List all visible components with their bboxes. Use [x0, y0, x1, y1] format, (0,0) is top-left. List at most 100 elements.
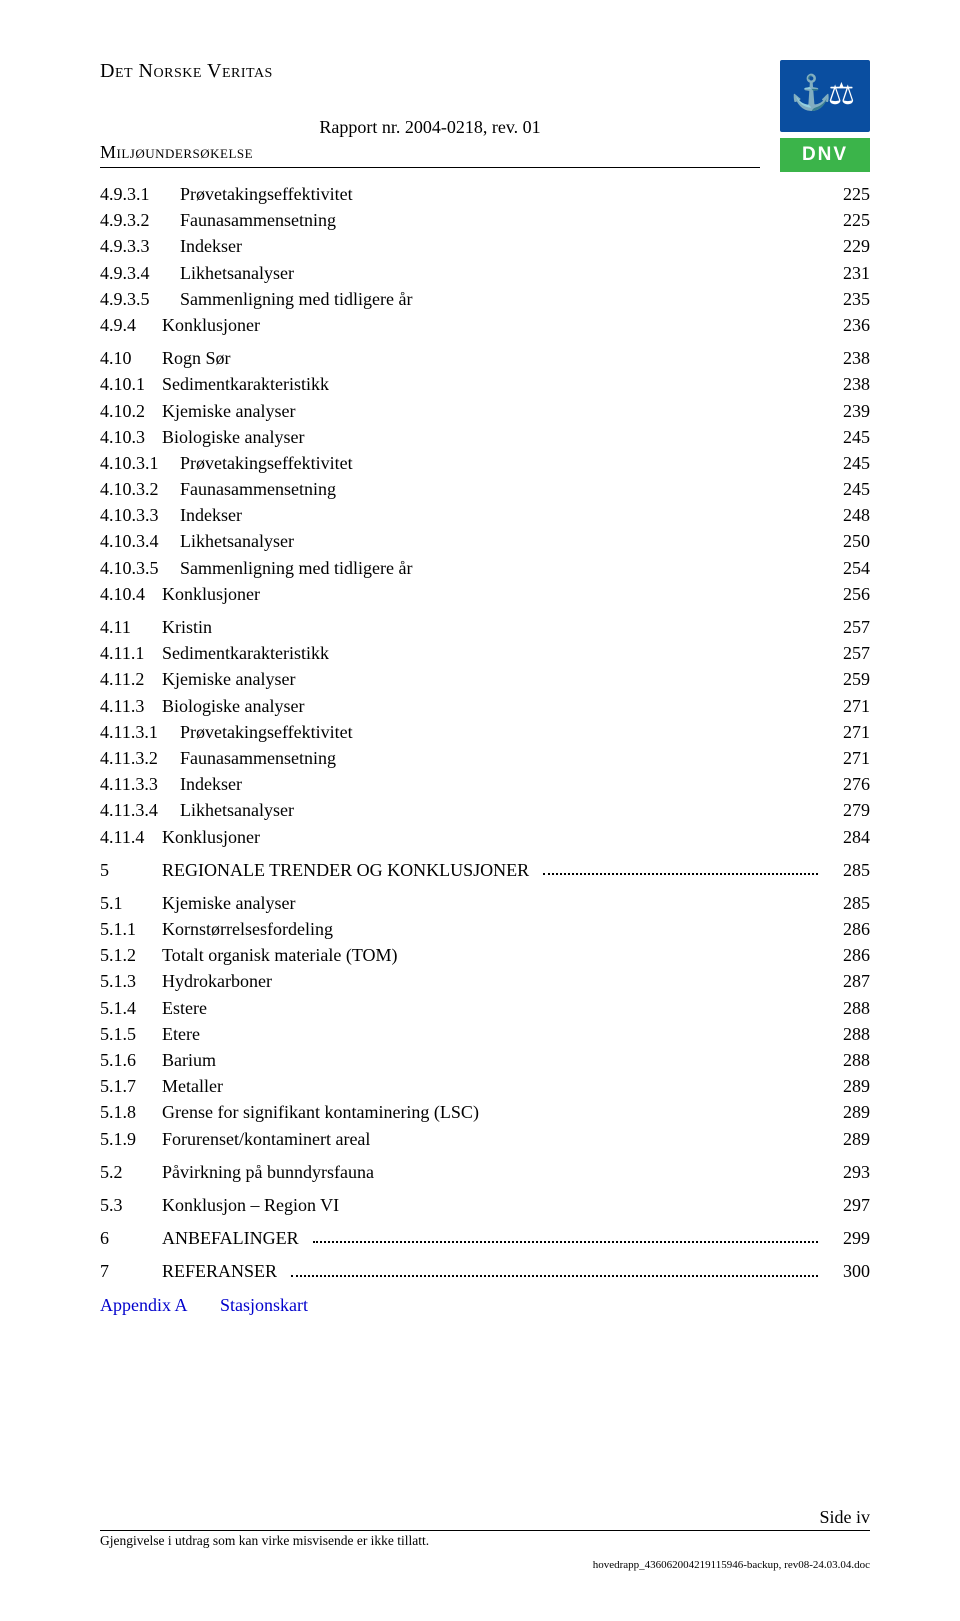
toc-row: 4.10.3Biologiske analyser245: [100, 425, 870, 450]
toc-row: 5.1.9Forurenset/kontaminert areal289: [100, 1127, 870, 1152]
toc-row: 4.11.4Konklusjoner284: [100, 825, 870, 850]
toc-number: 4.10.3.2: [100, 477, 180, 502]
toc-page: 239: [822, 399, 870, 424]
toc-page: 248: [822, 503, 870, 528]
toc-page: 289: [822, 1100, 870, 1125]
toc-label: Prøvetakingseffektivitet: [180, 720, 822, 745]
toc-page: 286: [822, 943, 870, 968]
toc-number: 4.11.3.2: [100, 746, 180, 771]
toc-label: Indekser: [180, 234, 822, 259]
toc-row: 4.11.1Sedimentkarakteristikk257: [100, 641, 870, 666]
toc-number: 5.1.9: [100, 1127, 162, 1152]
toc-page: 250: [822, 529, 870, 554]
appendix-row[interactable]: Appendix AStasjonskart: [100, 1293, 870, 1318]
toc-number: 4.11: [100, 615, 162, 640]
toc-label: ANBEFALINGER: [162, 1226, 309, 1251]
toc-row: 4.10.4Konklusjoner256: [100, 582, 870, 607]
toc-page: 271: [822, 746, 870, 771]
toc-label: Konklusjoner: [162, 825, 822, 850]
appendix-number: Appendix A: [100, 1293, 220, 1318]
toc-label: Kristin: [162, 615, 822, 640]
toc-number: 5.1.7: [100, 1074, 162, 1099]
toc-page: 276: [822, 772, 870, 797]
toc-page: 271: [822, 694, 870, 719]
toc-number: 5.1.5: [100, 1022, 162, 1047]
toc-page: 245: [822, 425, 870, 450]
toc-number: 5.1.2: [100, 943, 162, 968]
dot-leader: [291, 1259, 818, 1277]
dot-leader: [543, 857, 818, 875]
toc-label: REGIONALE TRENDER OG KONKLUSJONER: [162, 858, 539, 883]
toc-label: REFERANSER: [162, 1259, 287, 1284]
toc-page: 236: [822, 313, 870, 338]
toc-row: 5.1.1Kornstørrelsesfordeling286: [100, 917, 870, 942]
toc-label: Sedimentkarakteristikk: [162, 641, 822, 666]
footer-rule: [100, 1530, 870, 1531]
toc-row: 5.1.7Metaller289: [100, 1074, 870, 1099]
page-footer: Side iv Gjengivelse i utdrag som kan vir…: [100, 1507, 870, 1571]
toc-number: 4.11.1: [100, 641, 162, 666]
toc-row: 4.11Kristin257: [100, 615, 870, 640]
toc-row: 5.3Konklusjon – Region VI297: [100, 1193, 870, 1218]
toc-row: 4.10.2Kjemiske analyser239: [100, 399, 870, 424]
toc-label: Metaller: [162, 1074, 822, 1099]
toc-row: 4.11.3.3Indekser276: [100, 772, 870, 797]
footer-note: Gjengivelse i utdrag som kan virke misvi…: [100, 1533, 870, 1549]
toc-label: Rogn Sør: [162, 346, 822, 371]
toc-row: 4.10.3.4Likhetsanalyser250: [100, 529, 870, 554]
toc-number: 4.10.3: [100, 425, 162, 450]
toc-number: 5: [100, 858, 162, 883]
org-name: Det Norske Veritas: [100, 60, 760, 83]
toc-row: 5.1.5Etere288: [100, 1022, 870, 1047]
toc-page: 259: [822, 667, 870, 692]
toc-row: 4.11.2Kjemiske analyser259: [100, 667, 870, 692]
toc-page: 225: [822, 208, 870, 233]
toc-label: Påvirkning på bunndyrsfauna: [162, 1160, 822, 1185]
dnv-logo-text: DNV: [802, 144, 848, 166]
report-ref: Rapport nr. 2004-0218, rev. 01: [100, 117, 760, 138]
toc-label: Prøvetakingseffektivitet: [180, 182, 822, 207]
toc-number: 4.9.3.3: [100, 234, 180, 259]
toc-page: 288: [822, 996, 870, 1021]
toc-label: Kjemiske analyser: [162, 891, 822, 916]
toc-page: 254: [822, 556, 870, 581]
toc-number: 5.1.3: [100, 969, 162, 994]
toc-page: 284: [822, 825, 870, 850]
toc-number: 4.10: [100, 346, 162, 371]
toc-row: 4.10.3.5Sammenligning med tidligere år25…: [100, 556, 870, 581]
toc-row: 4.9.3.4Likhetsanalyser231: [100, 261, 870, 286]
toc-number: 4.11.3: [100, 694, 162, 719]
scale-icon: [828, 71, 862, 121]
toc-row: 4.11.3.4Likhetsanalyser279: [100, 798, 870, 823]
toc-row: 5.1Kjemiske analyser285: [100, 891, 870, 916]
toc-label: Totalt organisk materiale (TOM): [162, 943, 822, 968]
toc-label: Prøvetakingseffektivitet: [180, 451, 822, 476]
page-header: Det Norske Veritas Rapport nr. 2004-0218…: [100, 60, 870, 172]
toc-row: 4.10.3.3Indekser248: [100, 503, 870, 528]
toc-page: 285: [822, 858, 870, 883]
toc-number: 5.1.4: [100, 996, 162, 1021]
toc-row: 4.9.3.3Indekser229: [100, 234, 870, 259]
doc-title: Miljøundersøkelse: [100, 142, 760, 163]
toc-number: 4.11.3.4: [100, 798, 180, 823]
toc-row: 4.9.3.5Sammenligning med tidligere år235: [100, 287, 870, 312]
toc-number: 5.1: [100, 891, 162, 916]
toc-number: 4.11.3.3: [100, 772, 180, 797]
toc-label: Hydrokarboner: [162, 969, 822, 994]
toc-row: 5.2Påvirkning på bunndyrsfauna293: [100, 1160, 870, 1185]
toc-label: Etere: [162, 1022, 822, 1047]
toc-number: 6: [100, 1226, 162, 1251]
toc-page: 289: [822, 1127, 870, 1152]
toc-label: Estere: [162, 996, 822, 1021]
header-left: Det Norske Veritas Rapport nr. 2004-0218…: [100, 60, 760, 168]
toc-number: 4.11.2: [100, 667, 162, 692]
footer-side: Side iv: [100, 1507, 870, 1528]
anchor-icon: [788, 71, 822, 121]
toc-number: 5.3: [100, 1193, 162, 1218]
toc-row: 5REGIONALE TRENDER OG KONKLUSJONER 285: [100, 858, 870, 883]
toc-label: Biologiske analyser: [162, 694, 822, 719]
toc-number: 5.2: [100, 1160, 162, 1185]
toc-page: 225: [822, 182, 870, 207]
toc-number: 5.1.1: [100, 917, 162, 942]
toc-row: 4.11.3Biologiske analyser271: [100, 694, 870, 719]
